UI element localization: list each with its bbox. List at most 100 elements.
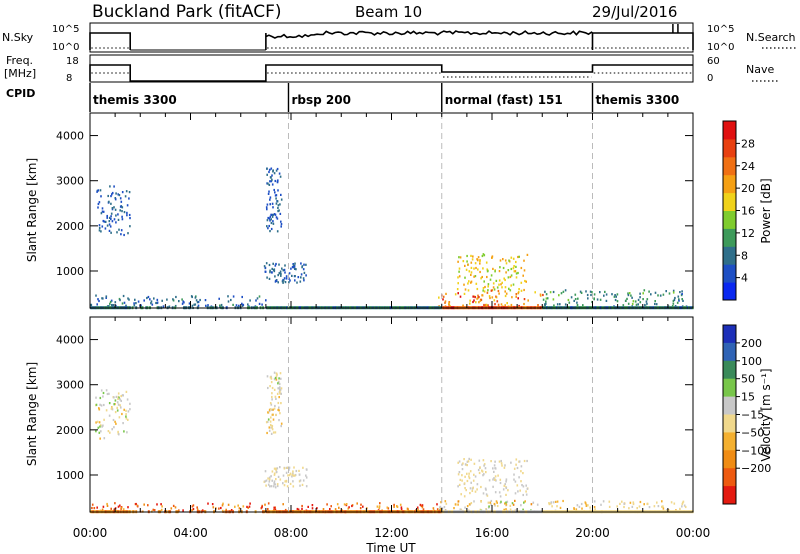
range-gate-cell xyxy=(110,212,113,215)
range-gate-cell xyxy=(643,503,645,506)
range-gate-cell xyxy=(273,172,276,175)
range-gate-cell xyxy=(627,294,630,297)
range-gate-cell xyxy=(662,293,665,296)
range-gate-cell xyxy=(100,404,103,407)
range-gate-cell xyxy=(113,403,115,406)
range-gate-cell xyxy=(464,475,466,478)
range-gate-cell xyxy=(98,421,101,424)
range-gate-cell xyxy=(509,275,512,279)
range-gate-cell xyxy=(504,464,506,467)
range-gate-cell xyxy=(515,463,517,466)
range-gate-cell xyxy=(489,278,492,281)
range-gate-cell xyxy=(544,290,546,293)
range-gate-cell xyxy=(115,304,117,307)
range-gate-cell xyxy=(550,501,553,504)
range-gate-cell xyxy=(108,402,111,405)
range-gate-cell xyxy=(267,386,269,390)
range-gate-cell xyxy=(113,396,115,399)
range-gate-cell xyxy=(436,503,438,506)
range-gate-cell xyxy=(520,281,523,284)
range-gate-cell xyxy=(578,505,581,508)
range-gate-cell xyxy=(545,300,547,303)
range-gate-cell xyxy=(137,300,140,303)
range-gate-cell xyxy=(548,503,551,506)
range-gate-cell xyxy=(268,408,271,411)
range-gate-cell xyxy=(491,296,494,299)
range-gate-cell xyxy=(102,391,105,395)
range-gate-cell xyxy=(271,408,273,411)
range-gate-cell xyxy=(274,486,277,489)
range-gate-cell xyxy=(277,475,280,478)
range-gate-cell xyxy=(193,303,195,306)
range-gate-cell xyxy=(483,254,486,257)
range-gate-cell xyxy=(477,259,479,262)
range-gate-cell xyxy=(464,463,467,466)
range-gate-cell xyxy=(120,233,122,236)
range-gate-cell xyxy=(270,485,273,488)
colorbar-swatch xyxy=(723,282,736,301)
range-gate-cell xyxy=(269,215,272,218)
range-gate-cell xyxy=(161,299,163,302)
range-gate-cell xyxy=(520,289,523,292)
range-gate-cell xyxy=(110,215,112,218)
y-tick-label: 3000 xyxy=(56,175,84,188)
range-gate-cell xyxy=(256,297,259,300)
colorbar-tick-label: 24 xyxy=(741,160,755,173)
range-gate-cell xyxy=(122,294,125,298)
range-gate-cell xyxy=(264,470,267,473)
range-gate-cell xyxy=(599,298,602,301)
range-gate-cell xyxy=(457,500,460,503)
range-gate-cell xyxy=(379,502,381,505)
range-gate-cell xyxy=(493,502,496,506)
range-gate-cell xyxy=(303,279,305,282)
range-gate-cell xyxy=(97,202,100,206)
range-gate-cell xyxy=(644,303,646,307)
colorbar-tick-label: −15 xyxy=(741,409,764,422)
range-gate-cell xyxy=(400,508,403,511)
range-gate-cell xyxy=(475,266,477,270)
range-gate-cell xyxy=(107,194,109,198)
range-gate-cell xyxy=(279,466,281,469)
range-gate-cell xyxy=(461,463,463,466)
range-gate-cell xyxy=(556,500,559,503)
range-gate-cell xyxy=(505,508,507,511)
range-gate-cell xyxy=(274,395,277,398)
range-gate-cell xyxy=(616,293,619,296)
range-gate-cell xyxy=(268,429,271,432)
range-gate-cell xyxy=(616,300,619,303)
range-gate-cell xyxy=(444,500,447,503)
range-gate-cell xyxy=(457,485,459,488)
range-gate-cell xyxy=(461,468,464,471)
range-gate-cell xyxy=(293,466,295,469)
range-gate-cell xyxy=(111,428,113,431)
range-gate-cell xyxy=(678,299,680,302)
freq-panel-frame xyxy=(89,54,694,83)
range-gate-cell xyxy=(91,506,93,510)
range-gate-cell xyxy=(504,290,506,293)
range-gate-cell xyxy=(280,402,282,405)
range-gate-cell xyxy=(681,505,683,508)
range-gate-cell xyxy=(135,302,137,305)
range-gate-cell xyxy=(504,483,506,486)
range-gate-cell xyxy=(522,472,524,475)
range-gate-cell xyxy=(654,302,656,306)
range-gate-cell xyxy=(526,253,529,256)
range-gate-cell xyxy=(299,484,301,487)
range-gate-cell xyxy=(113,206,115,209)
range-gate-cell xyxy=(178,509,180,512)
time-axis: 00:00 04:00 08:00 12:00 16:00 20:00 00:00 xyxy=(73,526,711,540)
range-gate-cell xyxy=(457,282,459,285)
range-gate-cell xyxy=(273,506,275,509)
range-gate-cell xyxy=(472,295,474,298)
range-gate-cell xyxy=(473,299,475,302)
range-gate-cell xyxy=(574,298,577,301)
range-gate-cell xyxy=(564,289,567,292)
range-gate-cell xyxy=(222,502,224,505)
range-gate-cell xyxy=(299,479,302,482)
range-gate-cell xyxy=(268,190,270,193)
colorbar-swatch xyxy=(723,174,736,194)
range-gate-cell xyxy=(488,295,491,298)
range-gate-cell xyxy=(98,201,101,204)
range-gate-cell xyxy=(485,508,488,512)
range-gate-cell xyxy=(119,504,121,507)
